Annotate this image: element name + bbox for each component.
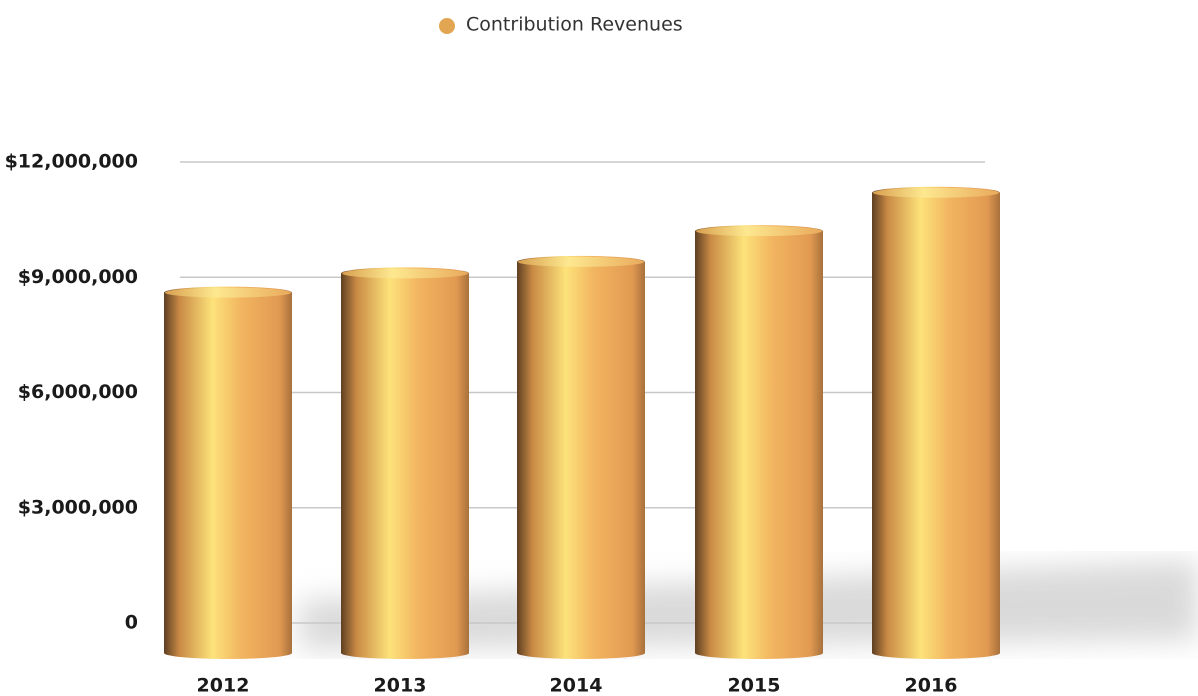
bar-cap — [165, 287, 291, 298]
bar-cap — [873, 187, 999, 198]
legend-label: Contribution Revenues — [466, 14, 683, 36]
y-tick-label: 0 — [125, 612, 138, 634]
bar-cap — [342, 268, 468, 279]
x-tick-label: 2014 — [550, 675, 603, 696]
y-tick-label: $3,000,000 — [18, 496, 138, 518]
y-tick-label: $6,000,000 — [18, 381, 138, 403]
bar — [341, 267, 469, 659]
bar-cap — [518, 256, 644, 267]
legend-marker — [439, 18, 455, 34]
bar-cap — [696, 226, 822, 237]
bar — [164, 286, 292, 659]
bar — [695, 225, 823, 659]
x-tick-label: 2015 — [728, 675, 781, 696]
x-tick-label: 2013 — [374, 675, 427, 696]
y-tick-label: $9,000,000 — [18, 266, 138, 288]
y-tick-label: $12,000,000 — [5, 151, 138, 173]
bar — [517, 255, 645, 659]
bar — [872, 186, 1000, 659]
x-tick-label: 2016 — [905, 675, 958, 696]
x-tick-label: 2012 — [197, 675, 250, 696]
